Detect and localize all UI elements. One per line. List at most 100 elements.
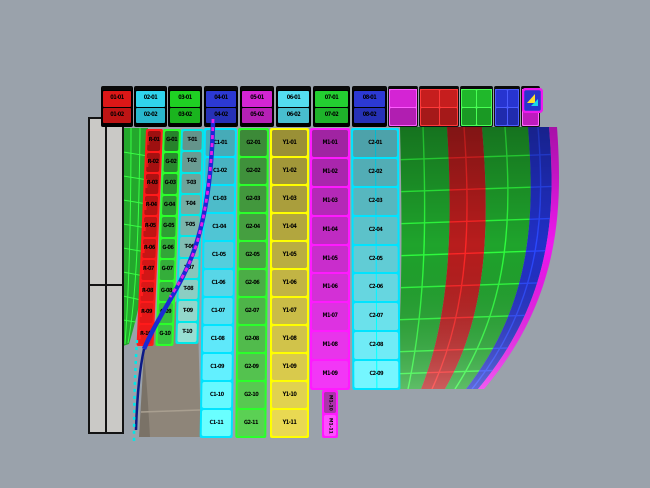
bowl-top-cell[interactable] <box>507 90 518 107</box>
panel-cell[interactable]: C1-04 <box>204 214 234 240</box>
panel-cell[interactable]: R-05 <box>143 217 158 237</box>
header-block-hb6[interactable]: 06-01 06-02 <box>276 86 311 127</box>
panel-cell[interactable]: Y1-02 <box>272 158 307 184</box>
header-cell[interactable]: 03-02 <box>170 107 200 123</box>
bowl-top-cell[interactable] <box>439 108 457 125</box>
panel-cell[interactable]: G-08 <box>158 281 174 301</box>
panel-cell[interactable]: C1-08 <box>202 326 233 352</box>
panel-cell[interactable]: C1-01 <box>205 130 235 156</box>
panel-cell[interactable]: C2-08 <box>354 332 399 360</box>
header-cell[interactable]: 05-01 <box>242 91 272 107</box>
bowl-top-cell[interactable] <box>507 108 518 125</box>
panel-cell[interactable]: M1-09 <box>312 361 348 389</box>
panel-strip-yellow[interactable]: Y1-01 Y1-02 Y1-03 Y1-04 Y1-05 Y1-06 Y1-07 Y1-08… <box>270 128 309 438</box>
panel-cell[interactable]: C2-09 <box>354 361 399 389</box>
panel-cell[interactable]: G-05 <box>161 217 176 237</box>
panel-cell[interactable]: G2-09 <box>237 354 266 380</box>
panel-cell[interactable]: G2-01 <box>239 130 267 156</box>
panel-cell[interactable]: T-03 <box>181 173 201 193</box>
panel-cell[interactable]: R-08 <box>140 281 155 301</box>
bowl-top-cell[interactable] <box>421 108 439 125</box>
panel-strip-magenta[interactable]: M1-01 M1-02 M1-03 M1-04 M1-05 M1-06 M1-07 M1-08… <box>310 128 350 390</box>
bowl-top-cell[interactable] <box>390 90 416 107</box>
panel-cell[interactable]: T-02 <box>181 152 202 172</box>
panel-cell[interactable]: Y1-10 <box>272 382 307 408</box>
panel-cell[interactable]: G2-06 <box>238 270 266 296</box>
panel-cell[interactable]: G2-11 <box>237 410 265 436</box>
bowl-top-cell[interactable] <box>496 108 507 125</box>
header-cell[interactable]: 04-02 <box>206 107 236 123</box>
header-block-hb1[interactable]: 01-01 01-02 <box>101 86 133 127</box>
bowl-top-cell[interactable] <box>421 90 439 107</box>
panel-cell[interactable]: G-06 <box>160 238 176 258</box>
panel-cell[interactable]: G2-10 <box>237 382 265 408</box>
header-cell[interactable]: 08-02 <box>354 107 385 123</box>
panel-strip-magenta-ext[interactable]: M1-10 M1-11 <box>322 390 338 438</box>
panel-cell[interactable]: C1-06 <box>203 270 234 296</box>
panel-cell[interactable]: M1-05 <box>312 245 348 273</box>
header-cell[interactable]: 01-02 <box>103 107 131 123</box>
header-block-hb4[interactable]: 04-01 04-02 <box>204 86 238 127</box>
panel-cell[interactable]: C1-07 <box>203 298 233 324</box>
header-block-hb8[interactable]: 08-01 08-02 <box>352 86 387 127</box>
bowl-top-block-bt-blue[interactable] <box>494 86 520 127</box>
panel-cell[interactable]: G2-07 <box>238 298 266 324</box>
panel-cell[interactable]: R-04 <box>144 195 159 215</box>
panel-cell[interactable]: C1-02 <box>205 158 235 184</box>
header-cell[interactable]: 07-02 <box>315 107 348 123</box>
panel-cell[interactable]: G-10 <box>157 324 173 344</box>
panel-cell[interactable]: G-03 <box>162 174 178 194</box>
bowl-top-cell[interactable] <box>477 108 491 125</box>
panel-cell[interactable]: R-02 <box>146 152 160 172</box>
panel-cell[interactable]: M1-01 <box>312 130 348 157</box>
panel-cell[interactable]: G-04 <box>161 195 177 215</box>
panel-cell[interactable]: C2-01 <box>353 130 398 157</box>
panel-cell[interactable]: C1-09 <box>202 354 232 380</box>
panel-cell[interactable]: C1-05 <box>204 242 234 268</box>
panel-cell[interactable]: Y1-08 <box>272 326 307 352</box>
panel-cell[interactable]: M1-08 <box>312 332 348 360</box>
header-cell[interactable]: 04-01 <box>206 91 236 107</box>
panel-cell[interactable]: R-01 <box>147 131 161 151</box>
panel-cell[interactable]: Y1-09 <box>272 354 307 380</box>
flat-panel-pair[interactable] <box>88 117 124 434</box>
bowl-top-cell[interactable] <box>462 90 476 107</box>
panel-cell[interactable]: Y1-04 <box>272 214 307 240</box>
header-cell[interactable]: 07-01 <box>315 91 348 107</box>
panel-cell[interactable]: G2-05 <box>238 242 267 268</box>
panel-cell[interactable]: Y1-07 <box>272 298 307 324</box>
panel-cell[interactable]: G2-08 <box>238 326 266 352</box>
bowl-top-cell[interactable] <box>462 108 476 125</box>
panel-cell[interactable]: Y1-03 <box>272 186 307 212</box>
panel-cell[interactable]: M1-07 <box>312 303 348 331</box>
bowl-top-cell[interactable] <box>390 108 416 125</box>
panel-cell[interactable]: G2-04 <box>239 214 267 240</box>
bowl-top-block-bt-red[interactable] <box>419 86 459 127</box>
panel-cell[interactable]: C2-02 <box>353 158 398 186</box>
panel-cell[interactable]: G-07 <box>159 260 175 280</box>
panel-cell[interactable]: T-01 <box>182 131 202 151</box>
header-block-hb5[interactable]: 05-01 05-02 <box>240 86 274 127</box>
panel-cell[interactable]: T-09 <box>177 301 198 321</box>
bowl-top-cell[interactable] <box>496 90 507 107</box>
header-cell[interactable]: 06-01 <box>278 91 309 107</box>
panel-cell[interactable]: T-10 <box>177 322 197 342</box>
bowl-top-block-bt-green[interactable] <box>460 86 493 127</box>
panel-cell[interactable]: C1-10 <box>202 382 232 408</box>
panel-cell[interactable]: T-08 <box>178 280 199 300</box>
panel-cell[interactable]: T-06 <box>179 237 200 257</box>
panel-cell[interactable]: C2-04 <box>353 216 398 244</box>
header-block-hb3[interactable]: 03-01 03-02 <box>168 86 202 127</box>
panel-strip-cyan[interactable]: C1-01 C1-02 C1-03 C1-04 C1-05 C1-06 C1-07 C1-08… <box>199 128 237 438</box>
panel-cell[interactable]: Y1-06 <box>272 270 307 296</box>
panel-cell[interactable]: M1-06 <box>312 274 348 302</box>
panel-cell[interactable]: G2-02 <box>239 158 267 184</box>
panel-cell[interactable]: G-01 <box>164 131 179 151</box>
panel-cell[interactable]: Y1-11 <box>272 410 307 436</box>
panel-cell[interactable]: C1-03 <box>204 186 235 212</box>
header-cell[interactable]: 01-01 <box>103 91 131 107</box>
wireframe-sheet[interactable] <box>123 128 148 346</box>
panel-cell[interactable]: M1-03 <box>312 187 348 215</box>
panel-cell[interactable]: M1-10 <box>324 392 336 413</box>
panel-cell[interactable]: R-10 <box>138 324 153 344</box>
